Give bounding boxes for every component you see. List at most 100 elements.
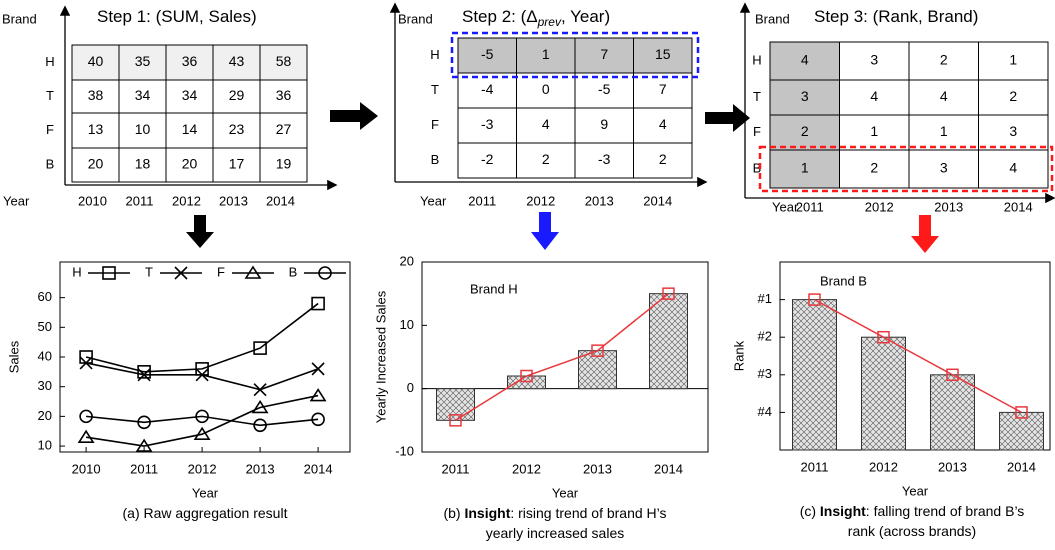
legend-label: F [217,264,225,279]
y-tick-label: -10 [395,443,414,458]
bar [861,336,906,451]
marker [946,368,959,382]
caption-part: : rising trend of brand H’s [510,505,666,521]
cell-value: 1 [940,123,948,139]
caption-part: yearly increased sales [486,525,625,541]
cell-value: 2 [940,52,948,68]
cell [71,112,120,149]
marker [79,409,93,424]
cell-value: 20 [182,156,198,172]
marker [253,341,267,355]
caption-part: (c) [800,503,820,519]
highlight-box [450,31,700,79]
row-label: H [45,54,54,69]
bar [930,374,975,451]
plot-frame [421,261,709,453]
cell-value: 18 [135,156,151,172]
cell [212,112,261,149]
row-label: B [46,156,55,171]
marker [1015,406,1028,419]
cell-value: 19 [276,156,292,172]
cell-value: 1 [870,123,878,139]
cell [574,142,634,179]
cell-value: 3 [870,52,878,68]
x-tick-label: 2010 [72,461,101,476]
cell-value: 40 [88,53,104,69]
x-tick-label: 2013 [938,459,967,474]
cell-value: 7 [600,46,608,62]
cell [165,44,214,81]
y-tick-label: 10 [38,438,52,453]
row-axis-label: Brand [398,11,433,26]
cell-value: 2 [542,151,550,167]
cell [908,114,979,151]
row-axis-label: Brand [755,11,790,26]
marker [520,369,533,383]
caption-part: (b) [443,505,464,521]
y-tick-label: #3 [758,366,772,381]
arrow [531,212,559,250]
series-line [85,302,319,373]
row-label: F [753,124,761,139]
cell-value: 10 [135,121,151,137]
annotation: Brand B [820,273,867,288]
cell-value: 2 [801,123,809,139]
arrow [911,215,939,253]
row-label: T [431,82,439,97]
trend-line [814,298,1022,414]
x-tick-label: 2013 [246,461,275,476]
row-label: H [752,52,761,67]
col-label: 2013 [934,199,963,214]
cell-value: 4 [1009,160,1017,176]
y-tick-label: 20 [400,253,414,268]
caption: (a) Raw aggregation result [123,505,288,521]
cell-value: 2 [870,160,878,176]
x-tick-label: 2012 [869,459,898,474]
plot-frame [59,261,351,453]
cell-value: 20 [88,156,104,172]
col-label: 2011 [796,199,824,214]
row-label: T [753,89,761,104]
x-tick-label: 2011 [442,461,470,476]
table-title: Step 2: (Δprev, Year) [462,7,610,29]
cell-value: 3 [801,88,809,104]
bar [578,350,617,390]
marker [253,418,267,433]
cell [516,37,576,74]
marker [808,293,821,306]
marker [877,330,890,344]
marker [591,344,604,357]
col-label: 2014 [266,193,295,208]
row-label: T [46,88,54,103]
marker [309,388,327,402]
cell [118,147,167,183]
x-tick-label: 2013 [583,461,612,476]
marker [137,415,151,430]
legend-marker [244,265,262,279]
col-label: 2011 [468,193,496,208]
col-label: 2014 [1004,199,1033,214]
cell-value: -4 [481,81,494,97]
cell [259,44,308,81]
cell-value: 14 [182,121,198,137]
cell-value: 43 [229,53,245,69]
cell [908,149,979,189]
cell-value: 58 [276,53,292,69]
trend-line [455,293,669,421]
cell [71,79,120,114]
legend-label: B [289,264,298,279]
y-tick-label: #1 [758,291,772,306]
y-axis-label: Yearly Increased Sales [373,290,388,423]
y-tick-label: 30 [38,378,52,393]
col-axis-label: Year [3,193,30,208]
cell [978,79,1049,116]
cell-value: 35 [135,53,151,69]
legend-marker [318,266,332,280]
arrow [705,104,750,132]
cell-value: 23 [229,121,245,137]
cell-value: 4 [940,88,948,104]
marker [195,368,209,382]
legend-marker [174,266,188,280]
x-axis-label: Year [902,483,929,498]
table-title: Step 1: (SUM, Sales) [97,7,257,26]
